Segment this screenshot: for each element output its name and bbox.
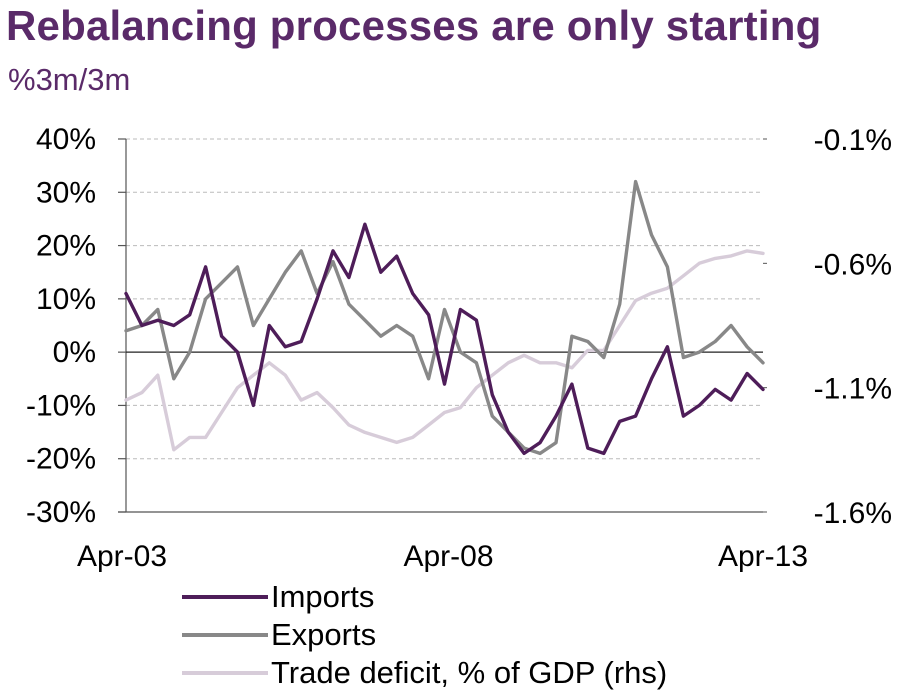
y-tick-label-right: -1.1% xyxy=(814,373,892,406)
chart-subtitle: %3m/3m xyxy=(8,62,131,97)
y-tick-label-left: -10% xyxy=(26,389,96,422)
legend-item-imports: Imports xyxy=(182,578,667,616)
axes xyxy=(118,138,767,513)
trade-deficit-line xyxy=(124,249,765,452)
series-lines xyxy=(124,179,765,456)
y-tick-label-right: -1.6% xyxy=(814,497,892,530)
y-tick-label-left: 10% xyxy=(36,283,96,316)
legend-swatch-exports xyxy=(182,633,268,637)
tick-labels: -30% -20% -10% 0% 10% 20% 30% 40% -1.6% -1.1% -0.6… xyxy=(26,123,892,573)
y-tick-label-right: -0.6% xyxy=(814,248,892,281)
gridlines xyxy=(126,138,763,460)
legend-label-exports: Exports xyxy=(271,617,377,652)
y-tick-label-left: -30% xyxy=(26,496,96,529)
x-tick-label: Apr-03 xyxy=(77,540,167,573)
legend-item-exports: Exports xyxy=(182,616,667,654)
y-tick-label-left: 40% xyxy=(36,123,96,156)
y-tick-label-left: 0% xyxy=(53,336,96,369)
y-tick-label-left: -20% xyxy=(26,443,96,476)
legend-label-imports: Imports xyxy=(271,579,375,614)
imports-line xyxy=(124,222,765,456)
legend: Imports Exports Trade deficit, % of GDP … xyxy=(182,578,667,692)
line-chart: -30% -20% -10% 0% 10% 20% 30% 40% -1.6% -1.1% -0.6… xyxy=(26,123,892,573)
legend-swatch-trade-deficit xyxy=(182,671,268,675)
legend-item-trade-deficit: Trade deficit, % of GDP (rhs) xyxy=(182,654,667,692)
chart-title: Rebalancing processes are only starting xyxy=(6,2,822,49)
y-tick-label-right: -0.1% xyxy=(814,124,892,157)
legend-swatch-imports xyxy=(182,595,268,599)
legend-label-trade-deficit: Trade deficit, % of GDP (rhs) xyxy=(271,655,668,690)
x-tick-label: Apr-13 xyxy=(718,540,808,573)
x-tick-label: Apr-08 xyxy=(403,540,493,573)
y-tick-label-left: 20% xyxy=(36,230,96,263)
y-tick-label-left: 30% xyxy=(36,176,96,209)
exports-line xyxy=(124,179,765,456)
